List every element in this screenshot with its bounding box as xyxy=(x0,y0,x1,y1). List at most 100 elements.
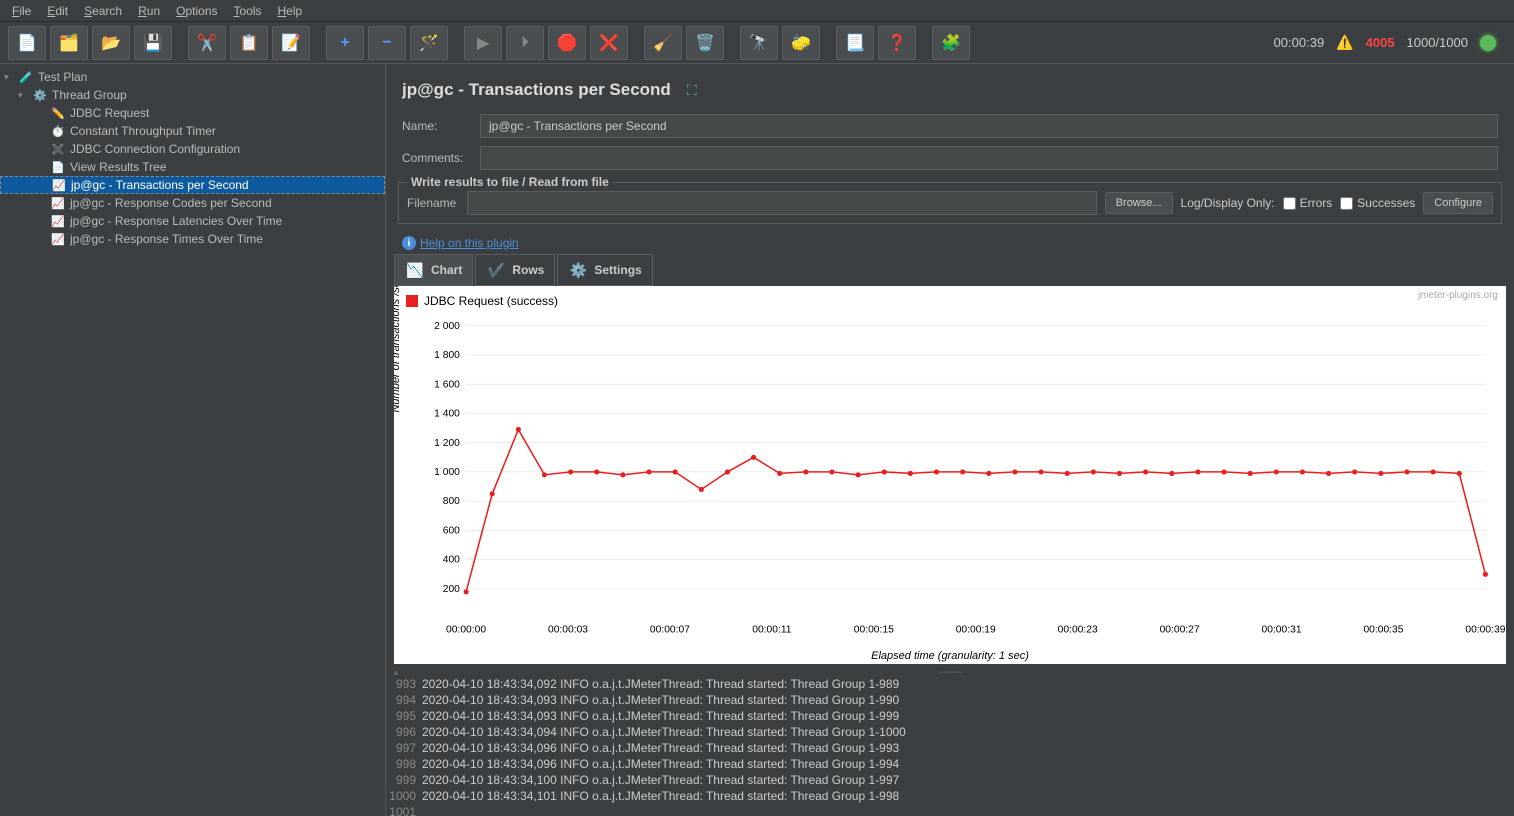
svg-text:00:00:03: 00:00:03 xyxy=(548,625,588,636)
expand-icon[interactable]: ⛶ xyxy=(687,82,697,99)
svg-text:1 200: 1 200 xyxy=(434,438,460,449)
search-button[interactable]: 🔭 xyxy=(740,26,778,60)
tree-item-1[interactable]: ▾⚙️Thread Group xyxy=(0,86,385,104)
svg-text:00:00:35: 00:00:35 xyxy=(1363,625,1403,636)
svg-text:1 600: 1 600 xyxy=(434,379,460,390)
menu-tools[interactable]: Tools xyxy=(226,4,270,18)
function-helper-button[interactable]: 📃 xyxy=(836,26,874,60)
log-resizer[interactable]: ┄┄┄┄┄ xyxy=(386,668,1514,676)
fieldset-legend: Write results to file / Read from file xyxy=(407,175,613,189)
logdisplay-label: Log/Display Only: xyxy=(1181,196,1275,210)
tab-settings[interactable]: ⚙️Settings xyxy=(557,254,652,286)
wand-button[interactable]: 🪄 xyxy=(410,26,448,60)
menu-help[interactable]: Help xyxy=(270,4,311,18)
remove-button[interactable]: − xyxy=(368,26,406,60)
tree-item-0[interactable]: ▾🧪Test Plan xyxy=(0,68,385,86)
configure-button[interactable]: Configure xyxy=(1423,192,1493,214)
tree-item-3[interactable]: ⏱️Constant Throughput Timer xyxy=(0,122,385,140)
svg-text:00:00:19: 00:00:19 xyxy=(956,625,996,636)
menu-run[interactable]: Run xyxy=(130,4,168,18)
status-time: 00:00:39 xyxy=(1274,35,1325,50)
comments-input[interactable] xyxy=(480,146,1498,170)
clear-button[interactable]: 🧹 xyxy=(644,26,682,60)
svg-text:1 800: 1 800 xyxy=(434,350,460,361)
tab-chart[interactable]: 📉Chart xyxy=(394,254,473,286)
file-fieldset: Write results to file / Read from file F… xyxy=(398,182,1502,224)
templates-button[interactable]: 🗂️ xyxy=(50,26,88,60)
toolbar: 📄 🗂️ 📂 💾 ✂️ 📋 📝 + − 🪄 ▶ ⏵ 🛑 ❌ 🧹 🗑️ 🔭 🧽 📃… xyxy=(0,22,1514,64)
cut-button[interactable]: ✂️ xyxy=(188,26,226,60)
svg-text:00:00:11: 00:00:11 xyxy=(752,625,792,636)
svg-text:1 400: 1 400 xyxy=(434,409,460,420)
svg-text:00:00:31: 00:00:31 xyxy=(1262,625,1302,636)
svg-text:00:00:07: 00:00:07 xyxy=(650,625,690,636)
svg-text:400: 400 xyxy=(443,555,460,566)
new-button[interactable]: 📄 xyxy=(8,26,46,60)
tab-rows[interactable]: ✔️Rows xyxy=(475,254,555,286)
comments-label: Comments: xyxy=(402,151,470,165)
tree-item-4[interactable]: ✖️JDBC Connection Configuration xyxy=(0,140,385,158)
tree-item-6[interactable]: 📈jp@gc - Transactions per Second xyxy=(0,176,385,194)
svg-text:800: 800 xyxy=(443,496,460,507)
browse-button[interactable]: Browse... xyxy=(1105,192,1173,214)
successes-checkbox[interactable]: Successes xyxy=(1340,196,1415,210)
svg-text:600: 600 xyxy=(443,525,460,536)
warning-icon[interactable]: ⚠️ xyxy=(1336,34,1353,51)
chart-legend: JDBC Request (success) xyxy=(406,294,558,308)
svg-text:2 000: 2 000 xyxy=(434,321,460,332)
paste-button[interactable]: 📝 xyxy=(272,26,310,60)
panel-title: jp@gc - Transactions per Second xyxy=(402,80,671,100)
filename-input[interactable] xyxy=(467,191,1097,215)
help-link[interactable]: Help on this plugin xyxy=(420,236,519,250)
menu-options[interactable]: Options xyxy=(168,4,225,18)
start-button[interactable]: ▶ xyxy=(464,26,502,60)
log-gutter: 99399499599699799899910001001 xyxy=(386,676,422,816)
y-axis-label: Number of transactions /sec xyxy=(394,286,402,413)
chart-svg: 2 000 1 800 1 600 1 400 1 200 1 000 800 600 400 2… xyxy=(394,286,1506,664)
help-button[interactable]: ❓ xyxy=(878,26,916,60)
name-input[interactable] xyxy=(480,114,1498,138)
svg-text:1 000: 1 000 xyxy=(434,467,460,478)
svg-text:00:00:23: 00:00:23 xyxy=(1058,625,1098,636)
test-plan-tree[interactable]: ▾🧪Test Plan▾⚙️Thread Group✏️JDBC Request… xyxy=(0,64,386,816)
menu-file[interactable]: File xyxy=(4,4,39,18)
svg-text:00:00:15: 00:00:15 xyxy=(854,625,894,636)
log-content[interactable]: 2020-04-10 18:43:34,092 INFO o.a.j.t.JMe… xyxy=(422,676,1514,816)
tree-item-2[interactable]: ✏️JDBC Request xyxy=(0,104,385,122)
tree-item-7[interactable]: 📈jp@gc - Response Codes per Second xyxy=(0,194,385,212)
log-panel: 99399499599699799899910001001 2020-04-10… xyxy=(386,676,1514,816)
name-label: Name: xyxy=(402,119,470,133)
chart-tabs: 📉Chart✔️Rows⚙️Settings xyxy=(386,254,1514,286)
legend-label: JDBC Request (success) xyxy=(424,294,558,308)
svg-text:00:00:27: 00:00:27 xyxy=(1160,625,1200,636)
status-indicator xyxy=(1480,35,1496,51)
reset-search-button[interactable]: 🧽 xyxy=(782,26,820,60)
menu-edit[interactable]: Edit xyxy=(39,4,76,18)
filename-label: Filename xyxy=(407,196,459,210)
tree-item-9[interactable]: 📈jp@gc - Response Times Over Time xyxy=(0,230,385,248)
save-button[interactable]: 💾 xyxy=(134,26,172,60)
status-errors: 4005 xyxy=(1366,35,1395,50)
menu-search[interactable]: Search xyxy=(76,4,130,18)
menubar: FileEditSearchRunOptionsToolsHelp xyxy=(0,0,1514,22)
tree-item-5[interactable]: 📄View Results Tree xyxy=(0,158,385,176)
chart-area: JDBC Request (success) jmeter-plugins.or… xyxy=(394,286,1506,664)
plugins-button[interactable]: 🧩 xyxy=(932,26,970,60)
copy-button[interactable]: 📋 xyxy=(230,26,268,60)
stop-button[interactable]: 🛑 xyxy=(548,26,586,60)
start-notimers-button[interactable]: ⏵ xyxy=(506,26,544,60)
chart-attribution: jmeter-plugins.org xyxy=(1418,290,1498,301)
x-axis-label: Elapsed time (granularity: 1 sec) xyxy=(871,650,1029,662)
svg-text:00:00:00: 00:00:00 xyxy=(446,625,486,636)
legend-color-box xyxy=(406,295,418,307)
status-threads: 1000/1000 xyxy=(1407,35,1468,50)
shutdown-button[interactable]: ❌ xyxy=(590,26,628,60)
add-button[interactable]: + xyxy=(326,26,364,60)
svg-text:200: 200 xyxy=(443,584,460,595)
clearall-button[interactable]: 🗑️ xyxy=(686,26,724,60)
errors-checkbox[interactable]: Errors xyxy=(1283,196,1333,210)
svg-text:00:00:39: 00:00:39 xyxy=(1465,625,1505,636)
tree-item-8[interactable]: 📈jp@gc - Response Latencies Over Time xyxy=(0,212,385,230)
open-button[interactable]: 📂 xyxy=(92,26,130,60)
info-icon: i xyxy=(402,236,416,250)
